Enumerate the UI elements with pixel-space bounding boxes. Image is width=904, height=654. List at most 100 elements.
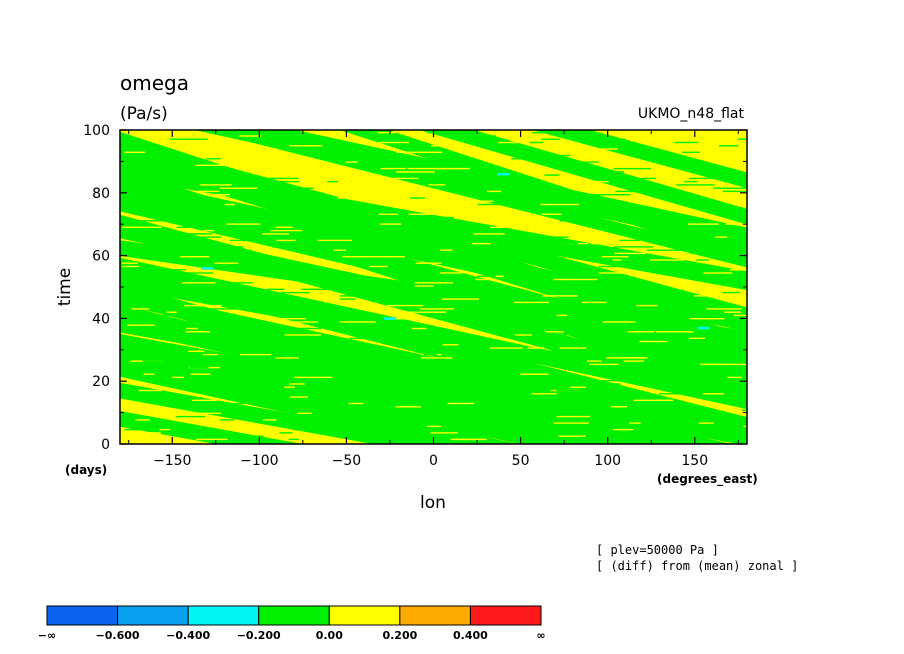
heatmap-stripe bbox=[727, 376, 743, 379]
heatmap-stripe bbox=[369, 265, 388, 268]
heatmap-stripe bbox=[534, 200, 560, 202]
heatmap-stripe bbox=[279, 432, 293, 434]
heatmap-stripe bbox=[611, 406, 628, 408]
x-axis-label: lon bbox=[420, 493, 446, 513]
heatmap-stripe bbox=[380, 167, 406, 170]
heatmap-band bbox=[120, 316, 747, 444]
heatmap-stripe bbox=[192, 399, 217, 401]
heatmap-stripe bbox=[562, 386, 587, 388]
heatmap-stripe bbox=[313, 428, 339, 431]
heatmap-stripe bbox=[142, 360, 172, 362]
heatmap-stripe bbox=[407, 167, 447, 170]
heatmap-stripe bbox=[415, 262, 442, 264]
heatmap-stripe bbox=[283, 321, 318, 323]
heatmap-stripe bbox=[735, 331, 747, 333]
heatmap-stripe bbox=[477, 203, 515, 206]
heatmap-stripe bbox=[495, 412, 521, 414]
heatmap-stripe bbox=[379, 223, 402, 225]
heatmap-stripe bbox=[427, 425, 442, 428]
heatmap-stripe bbox=[284, 386, 295, 388]
heatmap-stripe bbox=[292, 428, 317, 431]
heatmap-stripe bbox=[534, 334, 567, 336]
heatmap-stripe bbox=[440, 249, 453, 251]
heatmap-stripe bbox=[121, 393, 145, 395]
heatmap-stripe bbox=[124, 151, 146, 153]
heatmap-stripe bbox=[125, 161, 158, 163]
heatmap-stripe bbox=[439, 311, 479, 313]
heatmap-stripe bbox=[594, 285, 607, 287]
heatmap-stripe bbox=[671, 304, 694, 307]
heatmap-stripe bbox=[185, 321, 196, 323]
y-tick-label: 80 bbox=[92, 186, 110, 202]
heatmap-stripe bbox=[432, 167, 470, 170]
heatmap-stripe bbox=[741, 409, 747, 411]
heatmap-stripe bbox=[166, 311, 177, 313]
heatmap-stripe bbox=[293, 187, 314, 189]
heatmap-stripe bbox=[193, 412, 222, 414]
heatmap-stripe bbox=[547, 207, 579, 209]
heatmap-stripe bbox=[713, 187, 747, 189]
heatmap-stripe bbox=[199, 184, 232, 186]
heatmap-stripe bbox=[613, 428, 634, 431]
heatmap-stripe bbox=[317, 239, 353, 242]
heatmap-stripe bbox=[349, 337, 385, 339]
heatmap-stripe bbox=[704, 285, 716, 287]
heatmap-stripe bbox=[262, 233, 290, 235]
heatmap-stripe bbox=[688, 223, 719, 225]
heatmap-stripe bbox=[624, 399, 639, 401]
heatmap-stripe bbox=[453, 210, 480, 212]
heatmap-stripe bbox=[545, 331, 564, 333]
heatmap-stripe bbox=[586, 360, 602, 362]
heatmap-stripe bbox=[614, 252, 646, 255]
heatmap-stripe bbox=[422, 252, 435, 255]
heatmap-stripe bbox=[201, 236, 222, 238]
heatmap-stripe bbox=[363, 174, 380, 176]
heatmap-stripe bbox=[743, 425, 747, 428]
heatmap-stripe bbox=[354, 396, 380, 398]
heatmap-stripe bbox=[188, 161, 213, 163]
heatmap-band bbox=[120, 334, 730, 444]
heatmap-stripe bbox=[656, 331, 694, 333]
heatmap-stripe bbox=[280, 213, 309, 215]
heatmap-stripe bbox=[151, 135, 190, 137]
heatmap-stripe bbox=[427, 402, 450, 405]
heatmap-stripe bbox=[488, 409, 522, 411]
heatmap-stripe bbox=[738, 138, 747, 140]
heatmap-stripe bbox=[273, 132, 297, 134]
heatmap-stripe bbox=[514, 301, 549, 304]
heatmap-stripe bbox=[706, 308, 742, 310]
heatmap-stripe bbox=[676, 184, 715, 186]
heatmap-stripe bbox=[187, 344, 203, 346]
heatmap-stripe bbox=[310, 164, 322, 166]
colorbar-swatch bbox=[46, 605, 119, 626]
heatmap-stripe bbox=[368, 256, 405, 258]
heatmap-stripe bbox=[185, 331, 211, 333]
heatmap-stripe bbox=[176, 226, 203, 228]
heatmap-stripe bbox=[688, 164, 714, 166]
heatmap-stripe bbox=[224, 203, 235, 206]
heatmap-stripe bbox=[297, 412, 312, 414]
heatmap-stripe bbox=[195, 135, 219, 137]
heatmap-stripe bbox=[333, 249, 347, 251]
heatmap-stripe bbox=[303, 278, 335, 281]
x-tick-label: −100 bbox=[240, 453, 278, 469]
y-axis-ticks: 0 20 40 60 80 100 bbox=[83, 123, 747, 453]
heatmap-stripe bbox=[236, 376, 248, 379]
x-tick-label: 150 bbox=[681, 453, 708, 469]
heatmap-stripe bbox=[739, 291, 747, 294]
heatmap-stripe bbox=[378, 213, 399, 215]
heatmap-stripe bbox=[544, 174, 560, 176]
heatmap-stripe bbox=[183, 295, 220, 297]
heatmap-stripe bbox=[373, 282, 408, 284]
heatmap-stripe bbox=[585, 180, 609, 183]
heatmap-stripe bbox=[544, 275, 583, 277]
heatmap-stripe bbox=[131, 229, 147, 232]
heatmap-stripe bbox=[564, 278, 598, 281]
heatmap-stripe bbox=[313, 396, 326, 398]
heatmap-stripe bbox=[541, 213, 562, 215]
heatmap-stripe bbox=[665, 435, 702, 437]
heatmap-stripe bbox=[723, 190, 747, 193]
heatmap-stripe bbox=[694, 370, 710, 372]
heatmap-stripe bbox=[623, 360, 645, 362]
heatmap-stripe bbox=[455, 425, 470, 428]
